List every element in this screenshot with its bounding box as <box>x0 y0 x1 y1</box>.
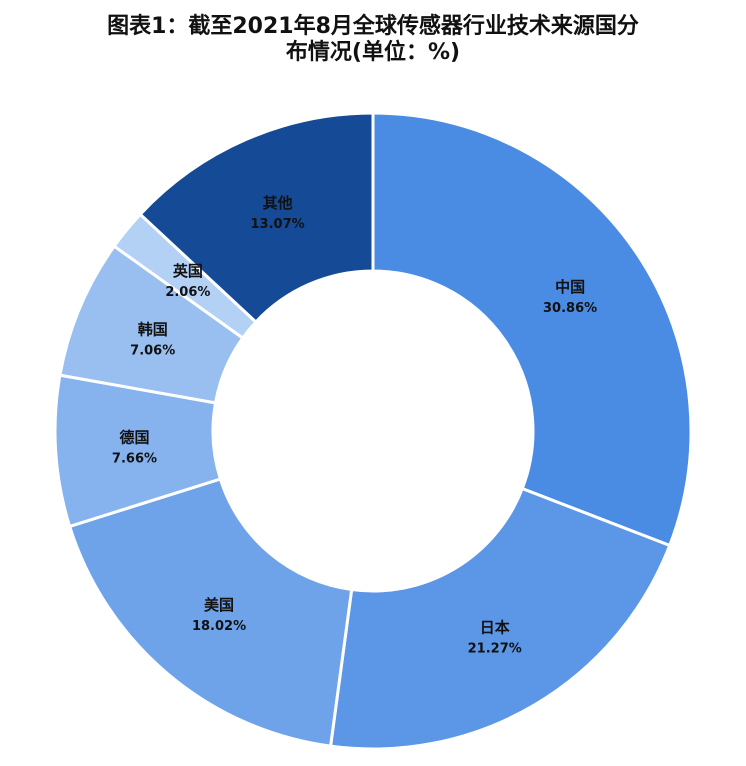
slice-label-name-1: 中国 <box>555 278 585 296</box>
slice-label-value-5: 7.06% <box>130 343 175 358</box>
slice-label-name-2: 日本 <box>480 619 510 637</box>
donut-slice-7 <box>138 111 375 325</box>
donut-slice-2 <box>328 486 672 751</box>
chart-title: 图表1：截至2021年8月全球传感器行业技术来源国分 布情况(单位：%) <box>0 14 746 66</box>
slice-label-value-4: 7.66% <box>112 451 157 466</box>
slice-label-name-4: 德国 <box>119 428 149 446</box>
donut-slice-3 <box>67 477 354 748</box>
slice-label-value-1: 30.86% <box>543 301 597 316</box>
slice-label-name-3: 美国 <box>204 596 234 614</box>
slice-label-name-5: 韩国 <box>138 320 168 338</box>
donut-slice-1 <box>371 111 693 548</box>
slice-label-value-7: 13.07% <box>251 217 305 232</box>
slice-label-value-2: 21.27% <box>468 642 522 657</box>
slice-label-name-7: 其他 <box>263 194 293 212</box>
slice-label-value-6: 2.06% <box>165 285 210 300</box>
slice-label-name-6: 英国 <box>173 262 203 280</box>
chart-title-line-1: 图表1：截至2021年8月全球传感器行业技术来源国分 <box>107 14 639 39</box>
chart-title-line-2: 布情况(单位：%) <box>285 40 461 65</box>
slice-label-value-3: 18.02% <box>192 619 246 634</box>
